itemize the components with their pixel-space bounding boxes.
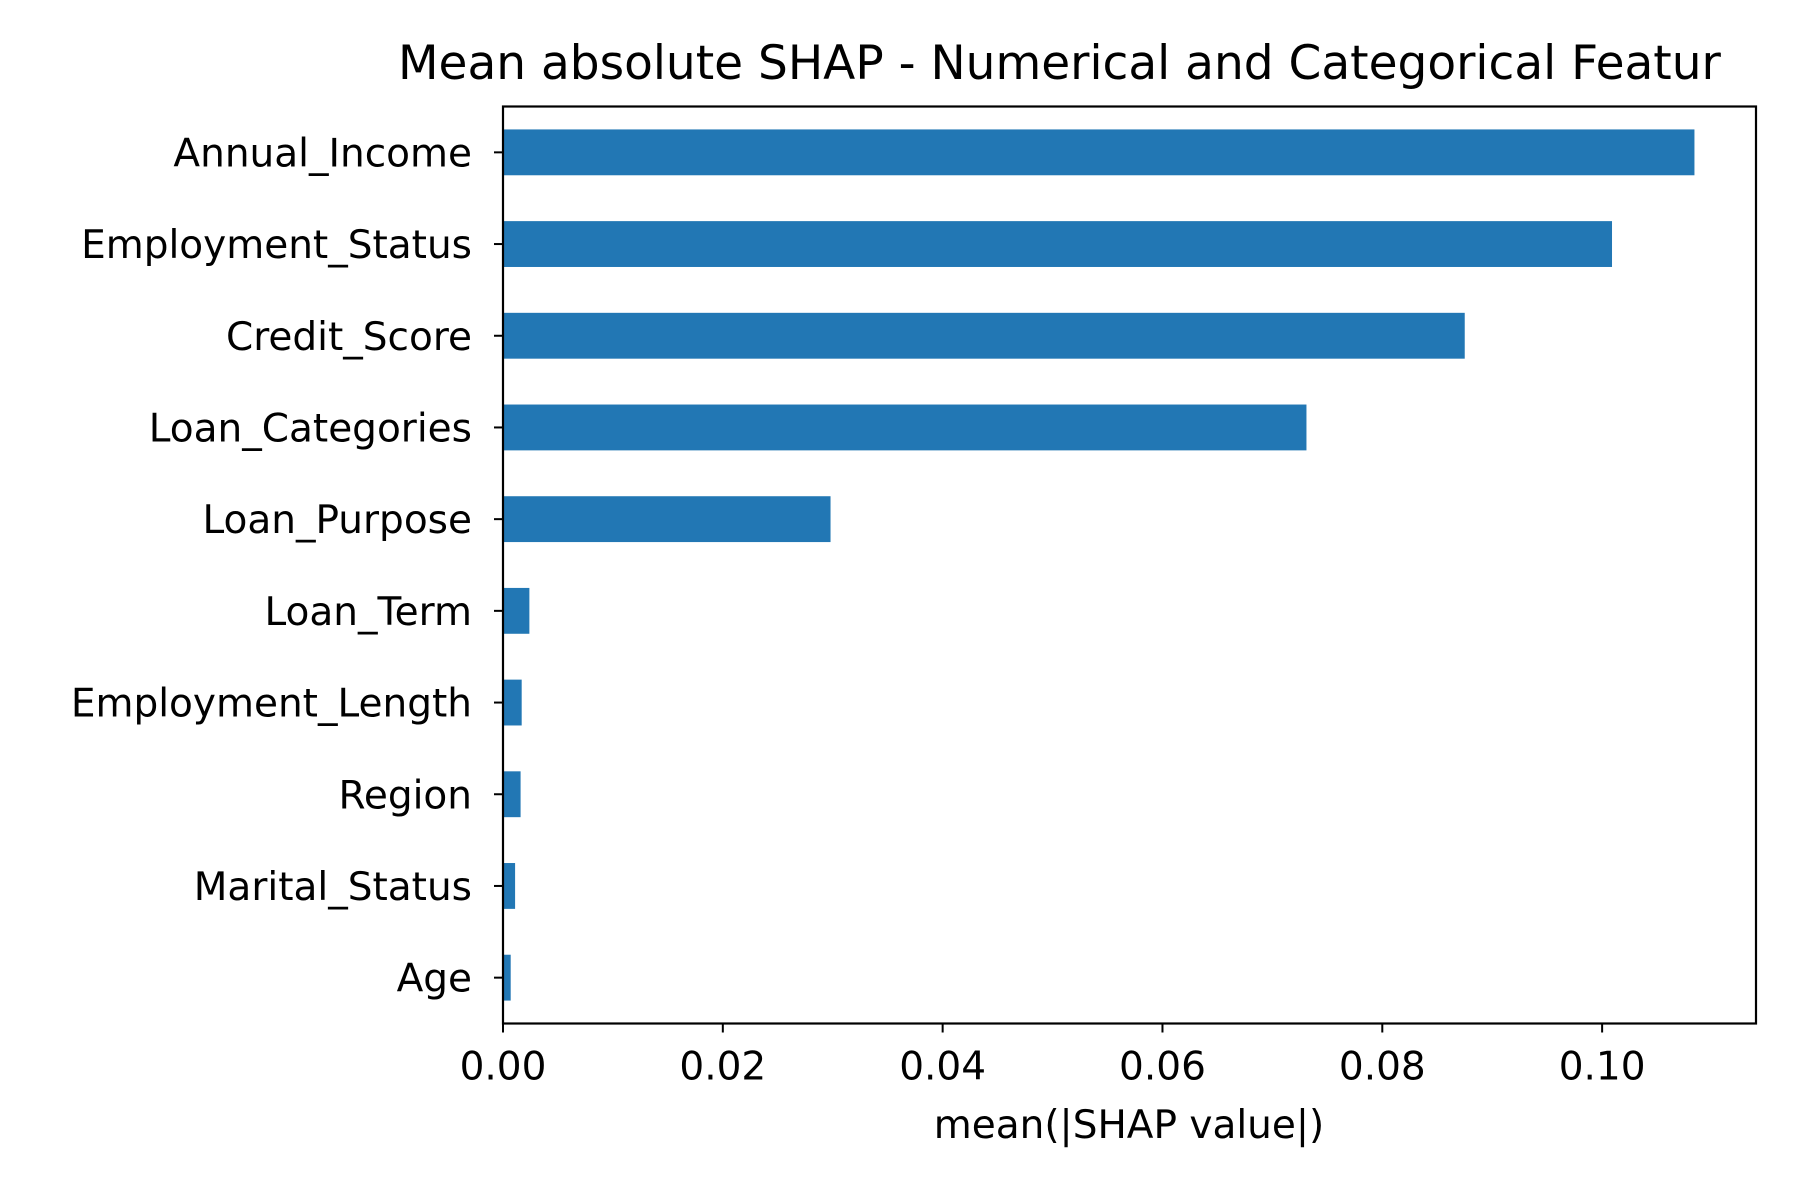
x-tick-label-0-02: 0.02 [679,1045,766,1090]
y-tick-label-region: Region [338,773,472,818]
bar-credit-score [503,312,1465,359]
bar-loan-term [503,587,530,634]
x-tick-label-0-08: 0.08 [1339,1045,1426,1090]
y-tick-label-marital-status: Marital_Status [194,865,472,910]
x-tick-label-0-04: 0.04 [899,1045,986,1090]
bar-age [503,954,511,1001]
plot-frame [501,105,1758,1025]
y-tick-label-credit-score: Credit_Score [226,315,472,360]
y-axis-ticks: Annual_Income Employment_Status Credit_Sco… [71,131,503,1002]
y-tick-label-loan-purpose: Loan_Purpose [202,498,472,543]
y-tick-label-employment-status: Employment_Status [81,223,472,268]
bar-loan-categories [503,404,1307,451]
bar-employment-length [503,679,522,726]
x-axis-label: mean(|SHAP value|) [934,1103,1325,1148]
y-tick-label-age: Age [397,957,472,1002]
x-tick-label-0-06: 0.06 [1119,1045,1206,1090]
chart-title: Mean absolute SHAP - Numerical and Categ… [398,36,1722,91]
bar-loan-purpose [503,496,831,543]
y-tick-label-employment-length: Employment_Length [71,682,472,727]
y-tick-label-loan-term: Loan_Term [264,590,472,635]
bar-marital-status [503,863,516,909]
bar-employment-status [503,221,1613,267]
y-tick-label-loan-categories: Loan_Categories [149,406,472,451]
bar-annual-income [503,129,1695,176]
bars-layer [503,129,1695,1001]
x-axis-ticks: 0.00 0.02 0.04 0.06 0.08 0.10 [460,1023,1646,1090]
x-tick-label-0-00: 0.00 [460,1045,547,1090]
x-tick-label-0-10: 0.10 [1559,1045,1646,1090]
y-tick-label-annual-income: Annual_Income [173,131,472,176]
bar-region [503,771,521,818]
